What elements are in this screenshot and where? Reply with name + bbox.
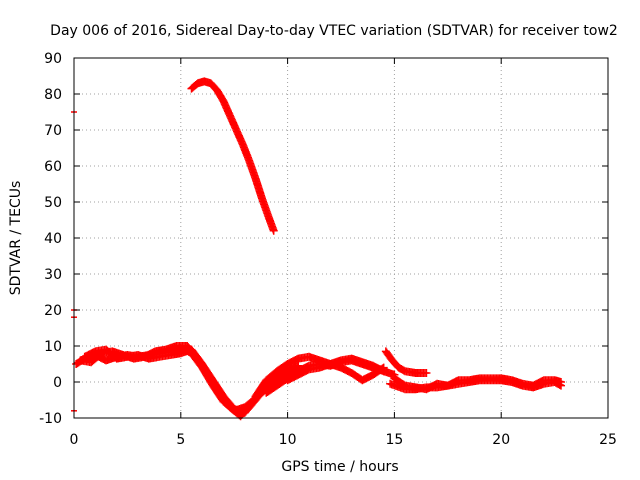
series-arc-high [187,77,278,235]
y-tick-label: 90 [44,51,62,67]
data-point [422,369,431,377]
series-arc-late-upper [381,347,431,377]
y-tick-label: 40 [44,231,62,247]
grid-lines [74,58,608,418]
y-tick-label: 60 [44,159,62,175]
x-tick-label: 10 [279,432,297,448]
chart-title: Day 006 of 2016, Sidereal Day-to-day VTE… [50,23,618,39]
series-arc-mid-b [251,352,388,401]
y-tick-label: 30 [44,267,62,283]
axis-ticks: -10 0 10 20 30 40 50 60 70 80 90 0 5 10 15 20 25 [39,51,617,448]
data-points [71,77,566,421]
series-arc-late-b [390,374,566,394]
y-tick-label: 10 [44,339,62,355]
x-axis-label: GPS time / hours [281,459,398,475]
data-point [557,378,566,386]
y-tick-label: 0 [53,375,62,391]
x-tick-label: 5 [176,432,185,448]
x-tick-label: 0 [70,432,79,448]
x-tick-label: 20 [492,432,510,448]
x-tick-label: 15 [385,432,403,448]
y-tick-label: 20 [44,303,62,319]
y-tick-label: 50 [44,195,62,211]
data-point [269,226,278,235]
x-tick-label: 25 [599,432,617,448]
y-axis-label: SDTVAR / TECUs [8,181,24,296]
y-tick-label: -10 [39,411,62,427]
y-tick-label: 80 [44,87,62,103]
y-tick-label: 70 [44,123,62,139]
series-arc-mid-c [283,354,399,385]
